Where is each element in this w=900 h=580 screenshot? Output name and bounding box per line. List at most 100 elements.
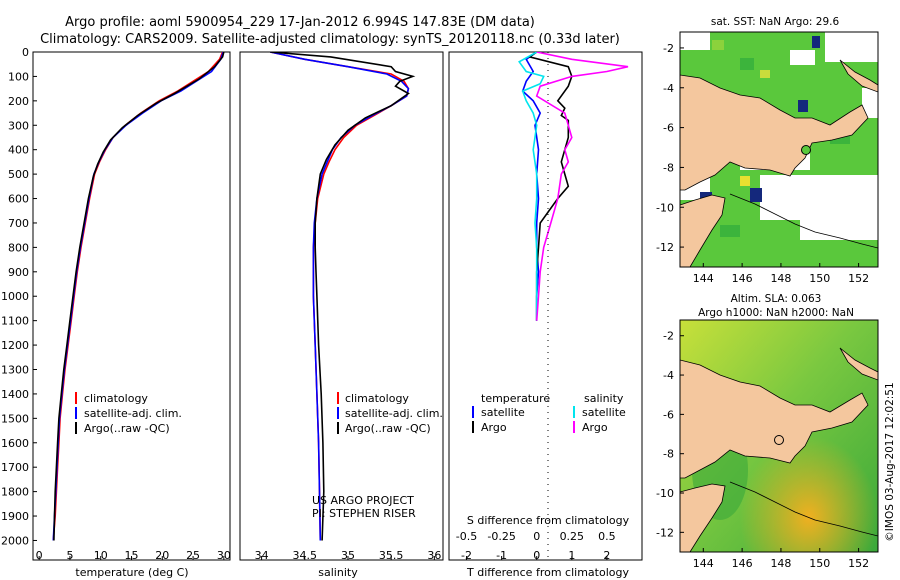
diff-legend-temp-satellite: satellite [481,406,525,419]
sst-cell [740,176,750,186]
map-y-tick-label: -6 [663,122,674,135]
x-tick-label: 25 [186,549,200,562]
x-tick-label: 0 [533,549,540,562]
x-tick-label: 35.5 [379,549,404,562]
legend-label-climatology: climatology [345,392,409,405]
t-difference-xlabel: T difference from climatology [466,566,629,579]
y-tick-label: 1300 [1,364,29,377]
sst-nodata-patch [800,220,878,240]
map-y-tick-label: -4 [663,82,674,95]
x-tick-label: 1 [568,549,575,562]
sst-cell [740,58,754,70]
y-tick-label: 200 [8,95,29,108]
x-tick-label: -0.5 [456,530,477,543]
temperature-legend: climatology satellite-adj. clim. Argo(..… [75,392,182,435]
sst-nodata-patch [790,50,815,65]
sst-cell [812,36,820,48]
x-tick-label: 35 [341,549,355,562]
series-line-climatology [52,52,224,541]
island-land [839,347,878,381]
y-tick-label: 1100 [1,315,29,328]
x-tick-label: 0 [36,549,43,562]
x-tick-label: 34 [255,549,269,562]
sla-map-subtitle: Argo h1000: NaN h2000: NaN [698,307,854,319]
y-tick-label: 0 [22,46,29,59]
map-x-tick-label: 150 [809,272,830,285]
sst-map-title: sat. SST: NaN Argo: 29.6 [711,16,840,28]
x-tick-label: 30 [217,549,231,562]
y-tick-label: 600 [8,193,29,206]
sst-cell [712,40,724,50]
sst-nodata-patch [760,175,878,220]
x-tick-label: 0.5 [598,530,616,543]
x-tick-label: 0.25 [560,530,585,543]
imos-watermark: ©IMOS 03-Aug-2017 12:02:51 [884,382,896,541]
s-difference-axis-ticks: -0.5 -0.25 0 0.25 0.5 [456,530,616,543]
figure-title-line2: Climatology: CARS2009. Satellite-adjuste… [40,32,620,47]
map-y-tick-label: -4 [663,369,674,382]
y-tick-label: 1000 [1,290,29,303]
y-tick-label: 2000 [1,534,29,547]
x-tick-label: -0.25 [487,530,515,543]
y-tick-label: 1500 [1,412,29,425]
y-tick-label: 1700 [1,461,29,474]
s-difference-xlabel: S difference from climatology [467,514,630,527]
x-tick-label: -2 [461,549,472,562]
australia-land [680,194,726,267]
map-y-tick-label: -2 [663,330,674,343]
y-tick-label: 1600 [1,437,29,450]
series-line-satellite [52,52,224,541]
argo-position-marker [774,435,784,445]
x-tick-label: 0 [533,530,540,543]
x-tick-label: -1 [496,549,507,562]
map-x-tick-label: 152 [848,557,869,570]
y-tick-label: 1900 [1,510,29,523]
map-y-tick-label: -12 [656,526,674,539]
y-tick-label: 1800 [1,486,29,499]
diff-legend-salinity-header: salinity [584,392,624,405]
temperature-axes-frame [32,51,231,561]
x-tick-label: 34.5 [293,549,318,562]
difference-axes-frame [448,51,643,561]
x-tick-label: 36 [427,549,441,562]
sla-map-title: Altim. SLA: 0.063 [731,293,822,305]
y-tick-label: 900 [8,266,29,279]
y-tick-label: 100 [8,70,29,83]
diff-legend-temperature-header: temperature [481,392,550,405]
map-y-tick-label: -8 [663,448,674,461]
map-y-tick-label: -10 [656,487,674,500]
depth-axis-ticks: 0 100 200 300 400 500 600 700 800 900 1000 1100 1200… [1,46,37,547]
sst-nodata-patch [862,88,878,118]
salinity-series [270,52,416,541]
y-tick-label: 800 [8,241,29,254]
diff-legend-sal-satellite: satellite [582,406,626,419]
y-tick-label: 1400 [1,388,29,401]
salinity-legend: climatology satellite-adj. clim. Argo(..… [337,392,443,435]
series-line-argo [53,52,225,541]
sst-nodata-patch [825,32,878,62]
y-tick-label: 400 [8,144,29,157]
map-x-tick-label: 150 [809,557,830,570]
x-tick-label: 15 [125,549,139,562]
series-line-salinity-argo [535,52,629,321]
series-line-satellite [270,52,410,541]
sst-cell [750,188,762,202]
t-difference-axis-ticks: -2 -1 0 1 2 [461,549,610,562]
y-tick-label: 700 [8,217,29,230]
map-x-tick-label: 148 [770,557,791,570]
series-line-salinity-satellite [518,52,545,321]
map-y-tick-label: -6 [663,408,674,421]
pi-credit: PI: STEPHEN RISER [312,507,416,520]
series-line-temperature-argo [527,52,573,321]
map-y-tick-label: -10 [656,201,674,214]
australia-land [680,483,726,552]
sst-cell [760,70,770,78]
map-x-tick-label: 146 [732,557,753,570]
sla-map [680,320,878,552]
new-guinea-land [680,74,869,191]
salinity-axis-ticks: 34 34.5 35 35.5 36 [255,549,442,562]
x-tick-label: 20 [155,549,169,562]
sla-map-ticks: 144 146 148 150 152 -2 -4 -6 -8 -10 -12 [656,330,869,570]
temperature-series [52,52,225,541]
